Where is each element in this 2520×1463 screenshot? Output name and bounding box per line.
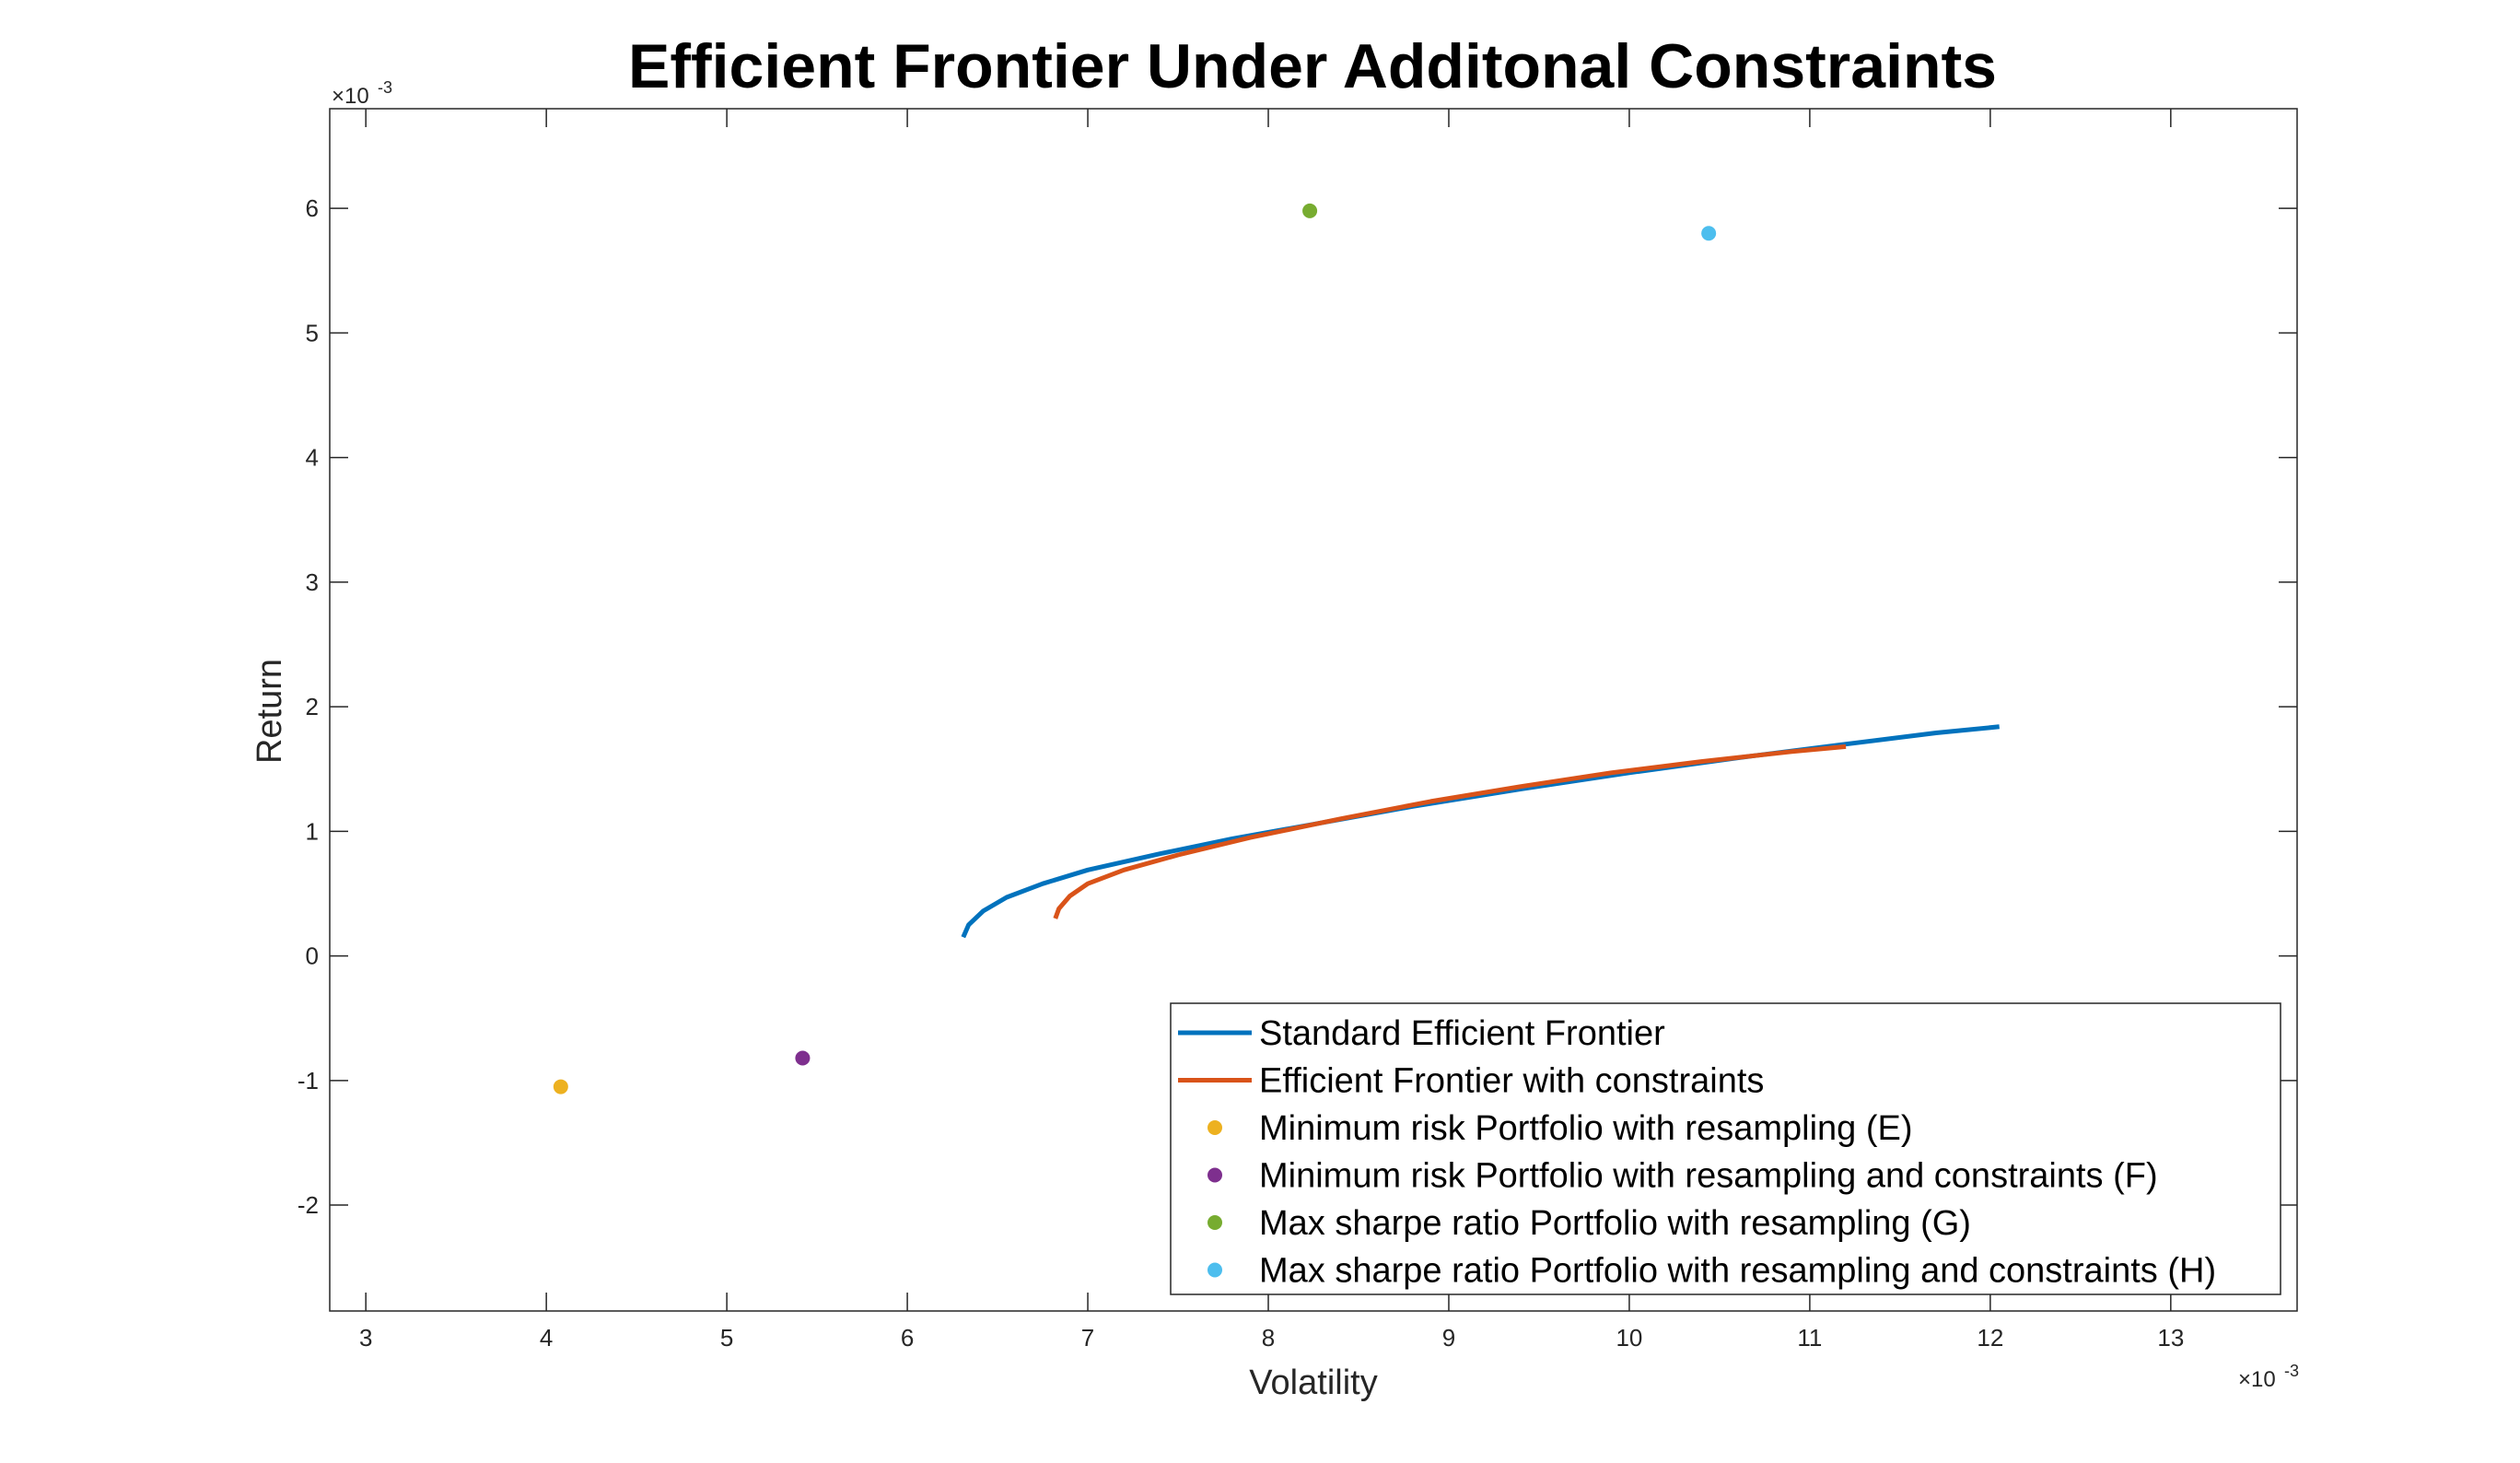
legend-label: Efficient Frontier with constraints (1259, 1062, 1764, 1101)
legend-label: Standard Efficient Frontier (1259, 1014, 1665, 1053)
legend: Standard Efficient Frontier Efficient Fro… (1170, 1002, 2281, 1295)
x-tick-label: 5 (720, 1324, 733, 1352)
x-tick-label: 9 (1442, 1324, 1455, 1352)
y-exponent-base: ×10 (332, 84, 369, 109)
y-exponent: ×10 -3 (332, 78, 392, 109)
legend-swatch-marker (1208, 1262, 1222, 1278)
x-tick-label: 7 (1081, 1324, 1094, 1352)
y-exponent-power: -3 (378, 78, 392, 97)
x-tick-label: 4 (540, 1324, 553, 1352)
legend-label: Minimum risk Portfolio with resampling (… (1259, 1109, 1913, 1148)
legend-label: Max sharpe ratio Portfolio with resampli… (1259, 1204, 1971, 1243)
legend-label: Minimum risk Portfolio with resampling a… (1259, 1157, 2158, 1196)
legend-label: Max sharpe ratio Portfolio with resampli… (1259, 1252, 2216, 1291)
y-tick-label: 1 (306, 817, 319, 845)
x-exponent-base: ×10 (2238, 1367, 2276, 1392)
y-tick-label: 4 (306, 444, 319, 472)
legend-swatch-marker (1208, 1120, 1222, 1135)
data-point-5 (1302, 203, 1318, 218)
x-tick-label: 6 (901, 1324, 914, 1352)
x-tick-label: 10 (1616, 1324, 1642, 1352)
data-point-3 (553, 1079, 568, 1094)
data-point-6 (1701, 226, 1717, 241)
y-tick-label: 0 (306, 942, 319, 970)
legend-box (1170, 1002, 2281, 1295)
y-tick-label: 2 (306, 693, 319, 720)
legend-swatch-marker (1208, 1215, 1222, 1230)
x-tick-label: 8 (1262, 1324, 1275, 1352)
legend-swatch-marker (1208, 1167, 1222, 1183)
data-point-4 (795, 1050, 811, 1066)
y-tick-label: 3 (306, 568, 319, 596)
series-line-2 (1053, 743, 1847, 919)
x-tick-label: 13 (2157, 1324, 2184, 1352)
x-exponent: ×10 -3 (2238, 1362, 2299, 1392)
x-exponent-power: -3 (2284, 1362, 2299, 1380)
y-axis-label: Return (251, 659, 289, 764)
x-tick-label: 11 (1797, 1324, 1822, 1352)
x-tick-label: 3 (359, 1324, 372, 1352)
y-tick-label: -1 (298, 1067, 319, 1094)
y-tick-label: -2 (298, 1191, 319, 1219)
y-tick-label: 6 (306, 194, 319, 222)
x-tick-label: 12 (1977, 1324, 2003, 1352)
x-axis-label: Volatility (1249, 1364, 1377, 1402)
series-layer (553, 203, 2000, 1094)
y-tick-label: 5 (306, 319, 319, 346)
chart-title: Efficient Frontier Under Additonal Const… (628, 31, 1997, 101)
